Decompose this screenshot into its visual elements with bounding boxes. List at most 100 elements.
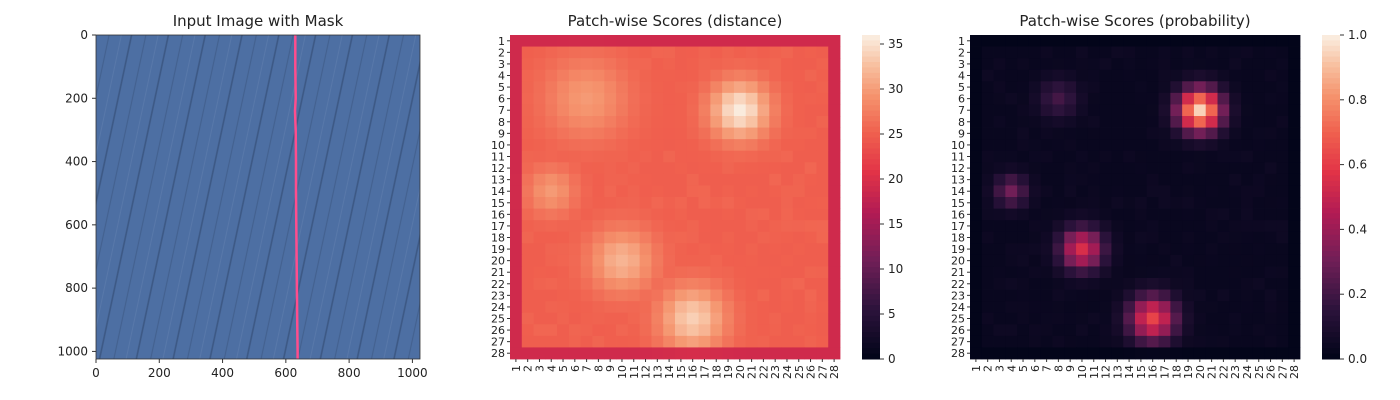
colorbar-segment [862, 72, 880, 79]
heatmap-cell [1182, 150, 1195, 163]
colorbar-tick-label: 25 [888, 127, 903, 141]
heatmap-cell [545, 289, 558, 302]
heatmap-cell [1111, 208, 1124, 221]
heatmap-cell [1158, 81, 1171, 94]
heatmap-cell [1193, 243, 1207, 256]
heatmap-cell [745, 197, 758, 209]
heatmap-cell [651, 127, 664, 140]
y-tick-label: 21 [491, 266, 505, 279]
heatmap-cell [1087, 197, 1101, 209]
heatmap-cell [686, 69, 699, 82]
heatmap-cell [1123, 69, 1136, 82]
heatmap-cell [1064, 254, 1077, 267]
heatmap-cell [1241, 139, 1254, 152]
heatmap-cell [1135, 278, 1148, 290]
heatmap-cell [745, 35, 758, 47]
x-tick-label: 1 [510, 365, 523, 372]
heatmap-cell [1040, 243, 1053, 256]
x-tick-label: 18 [710, 365, 723, 379]
heatmap-cell [698, 324, 711, 337]
heatmap-cell [604, 243, 617, 256]
heatmap-cell [1288, 46, 1301, 59]
heatmap-cell [1182, 266, 1195, 279]
heatmap-cell [733, 69, 747, 82]
heatmap-cell [663, 312, 676, 325]
heatmap-cell [792, 208, 806, 221]
heatmap-cell [722, 289, 735, 302]
heatmap-cell [698, 254, 711, 267]
heatmap-cell [580, 301, 593, 314]
heatmap-cell [1276, 254, 1289, 267]
heatmap-cell [557, 220, 570, 233]
heatmap-cell [580, 173, 593, 186]
heatmap-cell [1064, 324, 1077, 337]
heatmap-cell [627, 35, 641, 47]
heatmap-cell [1017, 162, 1030, 175]
heatmap-cell [1264, 324, 1277, 337]
heatmap-cell [1135, 243, 1148, 256]
heatmap-cell [651, 254, 664, 267]
heatmap-cell [1252, 127, 1266, 140]
heatmap-cell [1123, 254, 1136, 267]
y-tick-label: 1 [498, 35, 505, 48]
heatmap-cell [1288, 104, 1301, 117]
heatmap-cell [1264, 46, 1277, 59]
y-tick-label: 20 [951, 255, 965, 268]
heatmap-cell [1028, 243, 1042, 256]
colorbar-tick-label: 35 [888, 37, 903, 51]
x-tick-label: 13 [1111, 365, 1124, 379]
heatmap-cell [568, 92, 582, 105]
heatmap-cell [1205, 81, 1218, 94]
colorbar-segment [862, 121, 880, 128]
heatmap-cell [521, 104, 534, 117]
y-tick-label: 25 [951, 313, 965, 326]
probability-colorbar: 0.00.20.40.60.81.0 [1322, 28, 1367, 366]
heatmap-cell [1111, 104, 1124, 117]
panel-3-title: Patch-wise Scores (probability) [1019, 12, 1250, 30]
heatmap-cell [757, 347, 770, 360]
heatmap-cell [1146, 220, 1159, 233]
y-tick-label: 18 [491, 232, 505, 245]
y-tick-label: 22 [951, 278, 965, 291]
heatmap-cell [1028, 92, 1042, 105]
heatmap-cell [627, 266, 641, 279]
heatmap-cell [733, 208, 747, 221]
heatmap-cell [1217, 185, 1230, 198]
heatmap-cell [675, 312, 688, 325]
heatmap-cell [604, 231, 617, 244]
heatmap-cell [1146, 254, 1159, 267]
colorbar-segment [1322, 56, 1340, 63]
heatmap-cell [769, 162, 782, 175]
heatmap-cell [675, 104, 688, 117]
heatmap-cell [1229, 35, 1242, 47]
heatmap-cell [616, 347, 629, 360]
heatmap-cell [1217, 243, 1230, 256]
heatmap-cell [651, 173, 664, 186]
heatmap-cell [1182, 278, 1195, 290]
colorbar-segment [1322, 213, 1340, 220]
heatmap-cell [970, 197, 983, 209]
heatmap-cell [1146, 278, 1159, 290]
heatmap-cell [533, 69, 546, 82]
heatmap-cell [792, 35, 806, 47]
heatmap-cell [510, 301, 523, 314]
heatmap-cell [604, 266, 617, 279]
heatmap-cell [710, 220, 723, 233]
heatmap-cell [521, 208, 534, 221]
heatmap-cell [1276, 324, 1289, 337]
heatmap-cell [545, 58, 558, 71]
heatmap-cell [1064, 139, 1077, 152]
heatmap-cell [651, 116, 664, 128]
heatmap-cell [568, 104, 582, 117]
heatmap-cell [1135, 289, 1148, 302]
heatmap-cell [592, 278, 605, 290]
heatmap-cell [616, 197, 629, 209]
heatmap-cell [828, 104, 841, 117]
heatmap-cell [981, 104, 994, 117]
heatmap-cell [1111, 116, 1124, 128]
heatmap-cell [733, 278, 747, 290]
heatmap-cell [639, 69, 652, 82]
heatmap-cell [1146, 324, 1159, 337]
heatmap-cell [521, 312, 534, 325]
heatmap-cell [1076, 347, 1089, 360]
